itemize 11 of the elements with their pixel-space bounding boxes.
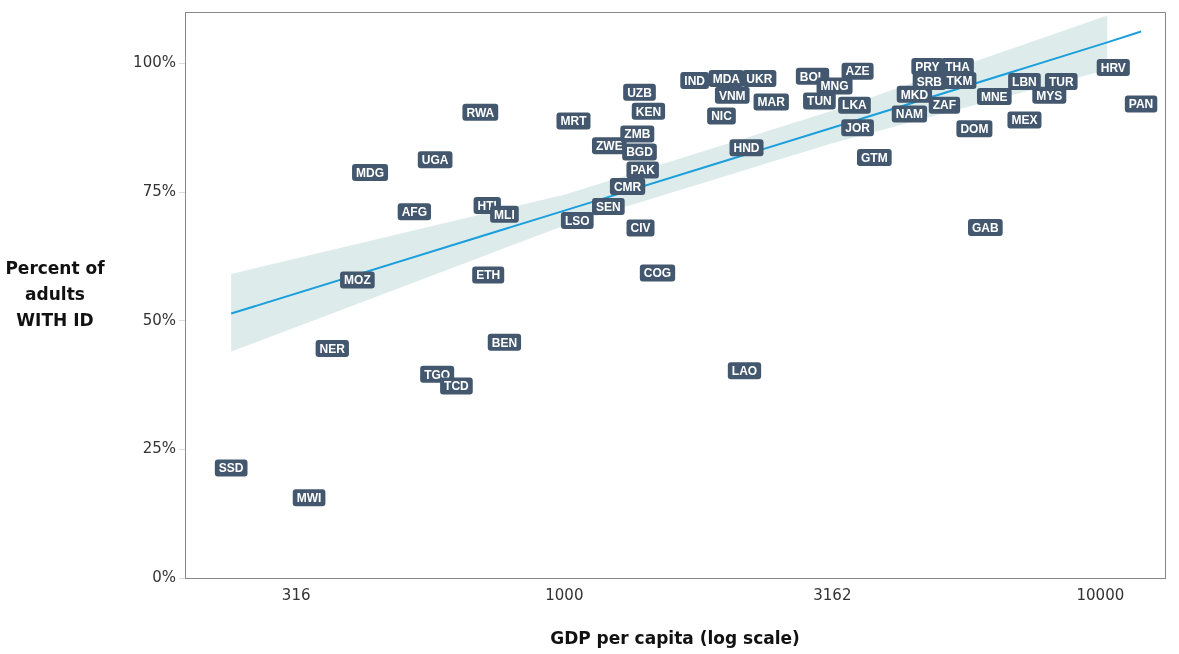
- y-tick-label: 100%: [133, 53, 176, 72]
- y-axis-title: Percent of adults WITH ID: [4, 257, 106, 332]
- x-tick-label: 1000: [545, 585, 584, 604]
- x-tick-label: 10000: [1076, 585, 1125, 604]
- x-tick-label: 3162: [813, 585, 852, 604]
- y-tick-label: 0%: [152, 567, 176, 586]
- x-tick-label: 316: [281, 585, 311, 604]
- x-axis-title: GDP per capita (log scale): [550, 628, 800, 649]
- y-tick-label: 25%: [142, 439, 176, 458]
- y-tick-label: 50%: [142, 310, 176, 329]
- y-tick-label: 75%: [142, 181, 176, 200]
